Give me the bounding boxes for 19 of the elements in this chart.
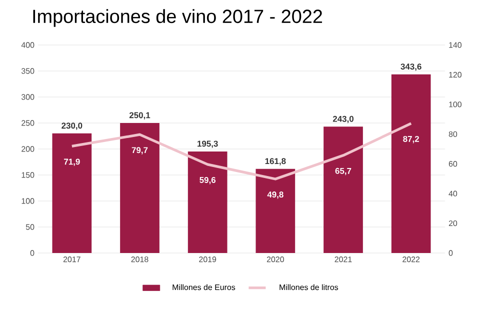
- bar: [52, 133, 92, 253]
- chart-title: Importaciones de vino 2017 - 2022: [33, 9, 322, 27]
- data-label: 195,3: [198, 140, 218, 148]
- data-label: 59,6: [200, 176, 216, 184]
- data-label: 65,7: [335, 168, 352, 176]
- data-label: 49,8: [267, 192, 284, 199]
- data-label: 161,8: [265, 158, 286, 166]
- bar: [188, 151, 228, 253]
- data-label: 243,0: [332, 116, 354, 124]
- data-label: 250,1: [129, 112, 150, 120]
- bar: [391, 74, 431, 253]
- data-label: 87,2: [403, 136, 419, 144]
- data-label: 79,7: [132, 147, 148, 154]
- data-label: 71,9: [64, 158, 80, 166]
- bar: [256, 168, 296, 253]
- data-label: 343,6: [400, 64, 422, 71]
- data-label: 230,0: [62, 122, 82, 130]
- bar: [120, 122, 160, 253]
- bar: [324, 126, 363, 253]
